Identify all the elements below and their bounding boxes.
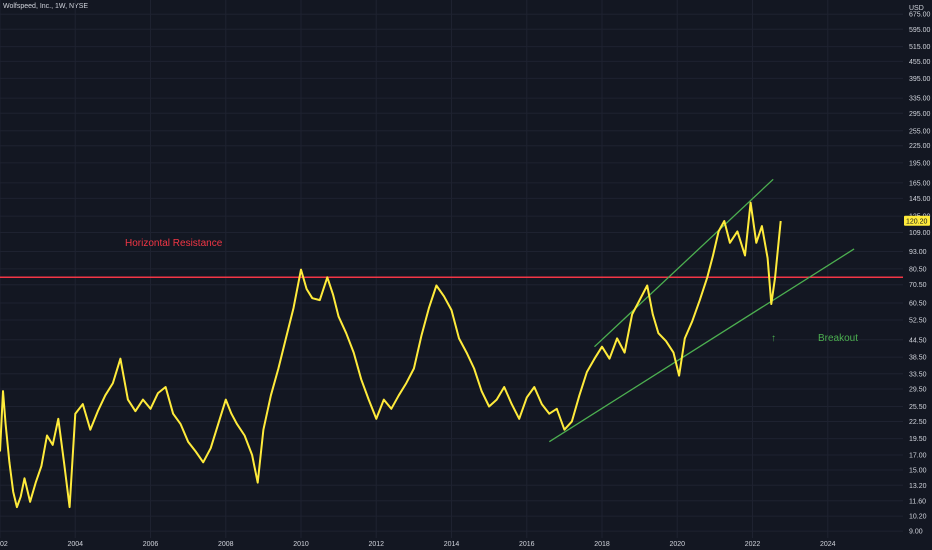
y-tick-label: 33.50 (909, 371, 927, 378)
time-axis[interactable]: 2002 2004 2006 2008 2010 2012 2014 2016 2018 2020… (0, 541, 836, 548)
x-tick-label: 2004 (67, 541, 83, 548)
x-tick-label: 2024 (820, 541, 836, 548)
y-tick-label: 60.50 (909, 301, 927, 308)
breakout-label: Breakout (818, 333, 858, 344)
x-tick-label: 2002 (0, 541, 8, 548)
y-tick-label: 675.00 (909, 12, 931, 19)
y-tick-label: 11.60 (909, 498, 926, 505)
y-tick-label: 22.50 (909, 419, 927, 426)
price-series-line (0, 201, 782, 509)
x-tick-label: 2022 (745, 541, 761, 548)
price-axis[interactable]: 675.00 595.00 515.00 455.00 395.00 335.00 295.… (909, 12, 931, 536)
y-tick-label: 38.50 (909, 355, 927, 362)
arrow-up-icon: ↑ (771, 333, 776, 344)
resistance-label: Horizontal Resistance (125, 238, 223, 249)
y-tick-label: 9.00 (909, 529, 923, 536)
y-tick-label: 19.50 (909, 436, 927, 443)
y-tick-label: 10.20 (909, 514, 927, 521)
x-tick-label: 2008 (218, 541, 234, 548)
y-tick-label: 225.00 (909, 143, 931, 150)
x-tick-label: 2016 (519, 541, 535, 548)
y-tick-label: 29.50 (909, 387, 927, 394)
symbol-title: Wolfspeed, Inc., 1W, NYSE (3, 3, 89, 10)
y-tick-label: 255.00 (909, 128, 931, 135)
y-tick-label: 52.50 (909, 317, 927, 324)
y-tick-label: 515.00 (909, 44, 931, 51)
y-tick-label: 455.00 (909, 59, 931, 66)
channel-upper-line[interactable] (594, 178, 774, 348)
y-tick-label: 109.00 (909, 230, 931, 237)
channel-lower-line[interactable] (548, 248, 855, 443)
y-tick-label: 17.00 (909, 453, 927, 460)
currency-label: USD (909, 5, 924, 12)
grid (0, 0, 903, 538)
y-tick-label: 165.00 (909, 180, 931, 187)
y-tick-label: 93.00 (909, 249, 927, 256)
x-tick-label: 2014 (444, 541, 460, 548)
x-tick-label: 2018 (594, 541, 610, 548)
trend-channel[interactable] (548, 178, 855, 443)
y-tick-label: 25.50 (909, 404, 927, 411)
y-tick-label: 395.00 (909, 76, 931, 83)
x-tick-label: 2012 (368, 541, 384, 548)
y-tick-label: 70.50 (909, 282, 927, 289)
last-price-text: 120.20 (906, 218, 928, 225)
y-tick-label: 145.00 (909, 196, 931, 203)
y-tick-label: 295.00 (909, 111, 931, 118)
y-tick-label: 44.50 (909, 337, 927, 344)
y-tick-label: 15.00 (909, 467, 927, 474)
y-tick-label: 335.00 (909, 96, 931, 103)
y-tick-label: 595.00 (909, 27, 931, 34)
last-price-tag: 120.20 (904, 215, 930, 226)
y-tick-label: 80.50 (909, 266, 927, 273)
x-tick-label: 2006 (143, 541, 159, 548)
x-tick-label: 2020 (669, 541, 685, 548)
x-tick-label: 2010 (293, 541, 309, 548)
last-price-badge (904, 215, 930, 226)
y-tick-label: 13.20 (909, 483, 927, 490)
y-tick-label: 195.00 (909, 160, 931, 167)
